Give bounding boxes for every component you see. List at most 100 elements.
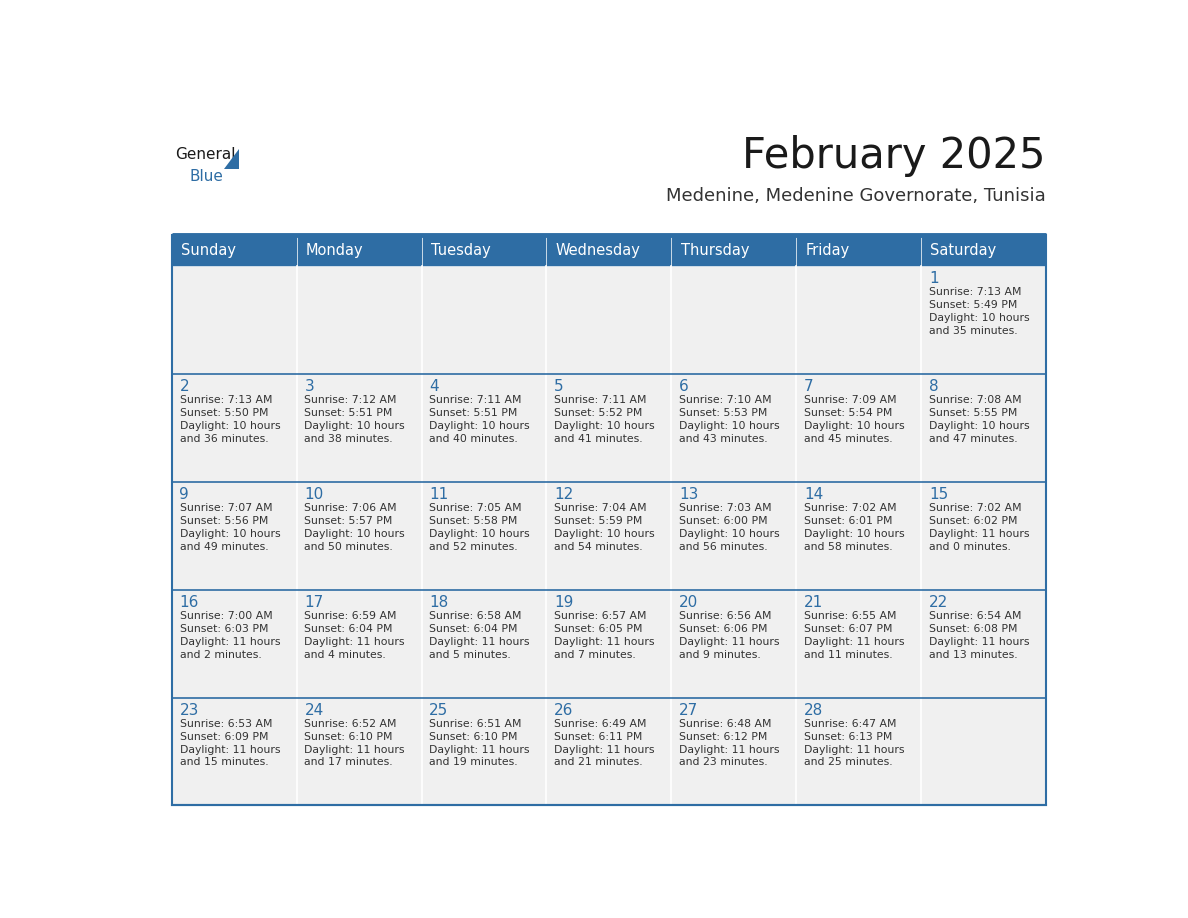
Polygon shape <box>223 149 239 169</box>
Text: Sunrise: 7:09 AM
Sunset: 5:54 PM
Daylight: 10 hours
and 45 minutes.: Sunrise: 7:09 AM Sunset: 5:54 PM Dayligh… <box>804 396 904 443</box>
Text: Sunrise: 6:54 AM
Sunset: 6:08 PM
Daylight: 11 hours
and 13 minutes.: Sunrise: 6:54 AM Sunset: 6:08 PM Dayligh… <box>929 611 1029 659</box>
Text: 3: 3 <box>304 379 314 394</box>
Text: Sunrise: 7:08 AM
Sunset: 5:55 PM
Daylight: 10 hours
and 47 minutes.: Sunrise: 7:08 AM Sunset: 5:55 PM Dayligh… <box>929 396 1030 443</box>
Bar <box>921 698 1045 805</box>
Text: 12: 12 <box>554 487 574 502</box>
Bar <box>172 374 297 482</box>
Text: Sunrise: 6:55 AM
Sunset: 6:07 PM
Daylight: 11 hours
and 11 minutes.: Sunrise: 6:55 AM Sunset: 6:07 PM Dayligh… <box>804 611 904 659</box>
Text: Sunrise: 7:00 AM
Sunset: 6:03 PM
Daylight: 11 hours
and 2 minutes.: Sunrise: 7:00 AM Sunset: 6:03 PM Dayligh… <box>179 611 280 659</box>
Text: 14: 14 <box>804 487 823 502</box>
Text: 22: 22 <box>929 595 948 610</box>
Bar <box>796 698 921 805</box>
Bar <box>422 235 546 265</box>
Text: 28: 28 <box>804 703 823 718</box>
Bar <box>546 235 671 265</box>
Text: 5: 5 <box>554 379 564 394</box>
Text: Sunrise: 7:06 AM
Sunset: 5:57 PM
Daylight: 10 hours
and 50 minutes.: Sunrise: 7:06 AM Sunset: 5:57 PM Dayligh… <box>304 503 405 552</box>
Bar <box>546 482 671 589</box>
Text: 15: 15 <box>929 487 948 502</box>
Bar <box>422 265 546 374</box>
Text: 19: 19 <box>554 595 574 610</box>
Bar <box>172 698 297 805</box>
Text: Sunrise: 6:47 AM
Sunset: 6:13 PM
Daylight: 11 hours
and 25 minutes.: Sunrise: 6:47 AM Sunset: 6:13 PM Dayligh… <box>804 719 904 767</box>
Bar <box>422 374 546 482</box>
Text: 6: 6 <box>680 379 689 394</box>
Text: Thursday: Thursday <box>681 242 750 258</box>
Text: Sunrise: 7:13 AM
Sunset: 5:50 PM
Daylight: 10 hours
and 36 minutes.: Sunrise: 7:13 AM Sunset: 5:50 PM Dayligh… <box>179 396 280 443</box>
Bar <box>546 698 671 805</box>
Bar <box>796 374 921 482</box>
Bar <box>796 589 921 698</box>
Bar <box>546 374 671 482</box>
Text: Sunrise: 7:11 AM
Sunset: 5:52 PM
Daylight: 10 hours
and 41 minutes.: Sunrise: 7:11 AM Sunset: 5:52 PM Dayligh… <box>554 396 655 443</box>
Bar <box>671 698 796 805</box>
Bar <box>796 235 921 265</box>
Bar <box>297 482 422 589</box>
Text: Wednesday: Wednesday <box>556 242 640 258</box>
Bar <box>546 589 671 698</box>
Text: 7: 7 <box>804 379 814 394</box>
Bar <box>671 374 796 482</box>
Text: Sunrise: 6:59 AM
Sunset: 6:04 PM
Daylight: 11 hours
and 4 minutes.: Sunrise: 6:59 AM Sunset: 6:04 PM Dayligh… <box>304 611 405 659</box>
Text: February 2025: February 2025 <box>742 135 1045 177</box>
Bar <box>671 482 796 589</box>
Text: 27: 27 <box>680 703 699 718</box>
Bar <box>671 589 796 698</box>
Text: Sunrise: 7:10 AM
Sunset: 5:53 PM
Daylight: 10 hours
and 43 minutes.: Sunrise: 7:10 AM Sunset: 5:53 PM Dayligh… <box>680 396 779 443</box>
Text: General: General <box>176 147 236 162</box>
Text: Sunrise: 7:02 AM
Sunset: 6:01 PM
Daylight: 10 hours
and 58 minutes.: Sunrise: 7:02 AM Sunset: 6:01 PM Dayligh… <box>804 503 904 552</box>
Text: Sunrise: 6:49 AM
Sunset: 6:11 PM
Daylight: 11 hours
and 21 minutes.: Sunrise: 6:49 AM Sunset: 6:11 PM Dayligh… <box>554 719 655 767</box>
Bar <box>546 265 671 374</box>
Text: Sunrise: 7:02 AM
Sunset: 6:02 PM
Daylight: 11 hours
and 0 minutes.: Sunrise: 7:02 AM Sunset: 6:02 PM Dayligh… <box>929 503 1029 552</box>
Text: Sunrise: 6:56 AM
Sunset: 6:06 PM
Daylight: 11 hours
and 9 minutes.: Sunrise: 6:56 AM Sunset: 6:06 PM Dayligh… <box>680 611 779 659</box>
Text: Sunday: Sunday <box>181 242 236 258</box>
Text: 21: 21 <box>804 595 823 610</box>
Bar <box>172 235 1045 805</box>
Text: 10: 10 <box>304 487 323 502</box>
Bar <box>921 482 1045 589</box>
Text: 13: 13 <box>680 487 699 502</box>
Text: 16: 16 <box>179 595 198 610</box>
Bar <box>297 374 422 482</box>
Text: Medenine, Medenine Governorate, Tunisia: Medenine, Medenine Governorate, Tunisia <box>666 187 1045 205</box>
Bar <box>796 482 921 589</box>
Text: Saturday: Saturday <box>930 242 997 258</box>
Bar <box>796 265 921 374</box>
Bar <box>172 589 297 698</box>
Text: Tuesday: Tuesday <box>431 242 491 258</box>
Bar <box>172 235 297 265</box>
Text: Sunrise: 7:11 AM
Sunset: 5:51 PM
Daylight: 10 hours
and 40 minutes.: Sunrise: 7:11 AM Sunset: 5:51 PM Dayligh… <box>429 396 530 443</box>
Text: 25: 25 <box>429 703 449 718</box>
Bar <box>297 698 422 805</box>
Text: 2: 2 <box>179 379 189 394</box>
Text: 26: 26 <box>554 703 574 718</box>
Bar <box>297 589 422 698</box>
Text: 8: 8 <box>929 379 939 394</box>
Text: Sunrise: 7:05 AM
Sunset: 5:58 PM
Daylight: 10 hours
and 52 minutes.: Sunrise: 7:05 AM Sunset: 5:58 PM Dayligh… <box>429 503 530 552</box>
Text: Blue: Blue <box>190 169 223 184</box>
Text: 4: 4 <box>429 379 438 394</box>
Bar <box>422 482 546 589</box>
Text: Sunrise: 6:51 AM
Sunset: 6:10 PM
Daylight: 11 hours
and 19 minutes.: Sunrise: 6:51 AM Sunset: 6:10 PM Dayligh… <box>429 719 530 767</box>
Bar <box>671 235 796 265</box>
Bar <box>172 265 297 374</box>
Text: Sunrise: 6:53 AM
Sunset: 6:09 PM
Daylight: 11 hours
and 15 minutes.: Sunrise: 6:53 AM Sunset: 6:09 PM Dayligh… <box>179 719 280 767</box>
Text: Sunrise: 7:07 AM
Sunset: 5:56 PM
Daylight: 10 hours
and 49 minutes.: Sunrise: 7:07 AM Sunset: 5:56 PM Dayligh… <box>179 503 280 552</box>
Text: 20: 20 <box>680 595 699 610</box>
Text: Monday: Monday <box>307 242 364 258</box>
Text: 18: 18 <box>429 595 449 610</box>
Text: 17: 17 <box>304 595 323 610</box>
Bar <box>422 698 546 805</box>
Text: Sunrise: 6:48 AM
Sunset: 6:12 PM
Daylight: 11 hours
and 23 minutes.: Sunrise: 6:48 AM Sunset: 6:12 PM Dayligh… <box>680 719 779 767</box>
Bar <box>671 265 796 374</box>
Text: Sunrise: 6:57 AM
Sunset: 6:05 PM
Daylight: 11 hours
and 7 minutes.: Sunrise: 6:57 AM Sunset: 6:05 PM Dayligh… <box>554 611 655 659</box>
Bar <box>297 265 422 374</box>
Text: Sunrise: 6:52 AM
Sunset: 6:10 PM
Daylight: 11 hours
and 17 minutes.: Sunrise: 6:52 AM Sunset: 6:10 PM Dayligh… <box>304 719 405 767</box>
Bar <box>921 235 1045 265</box>
Bar <box>921 265 1045 374</box>
Text: 24: 24 <box>304 703 323 718</box>
Text: Sunrise: 6:58 AM
Sunset: 6:04 PM
Daylight: 11 hours
and 5 minutes.: Sunrise: 6:58 AM Sunset: 6:04 PM Dayligh… <box>429 611 530 659</box>
Text: 23: 23 <box>179 703 198 718</box>
Bar <box>422 589 546 698</box>
Text: Sunrise: 7:13 AM
Sunset: 5:49 PM
Daylight: 10 hours
and 35 minutes.: Sunrise: 7:13 AM Sunset: 5:49 PM Dayligh… <box>929 287 1030 336</box>
